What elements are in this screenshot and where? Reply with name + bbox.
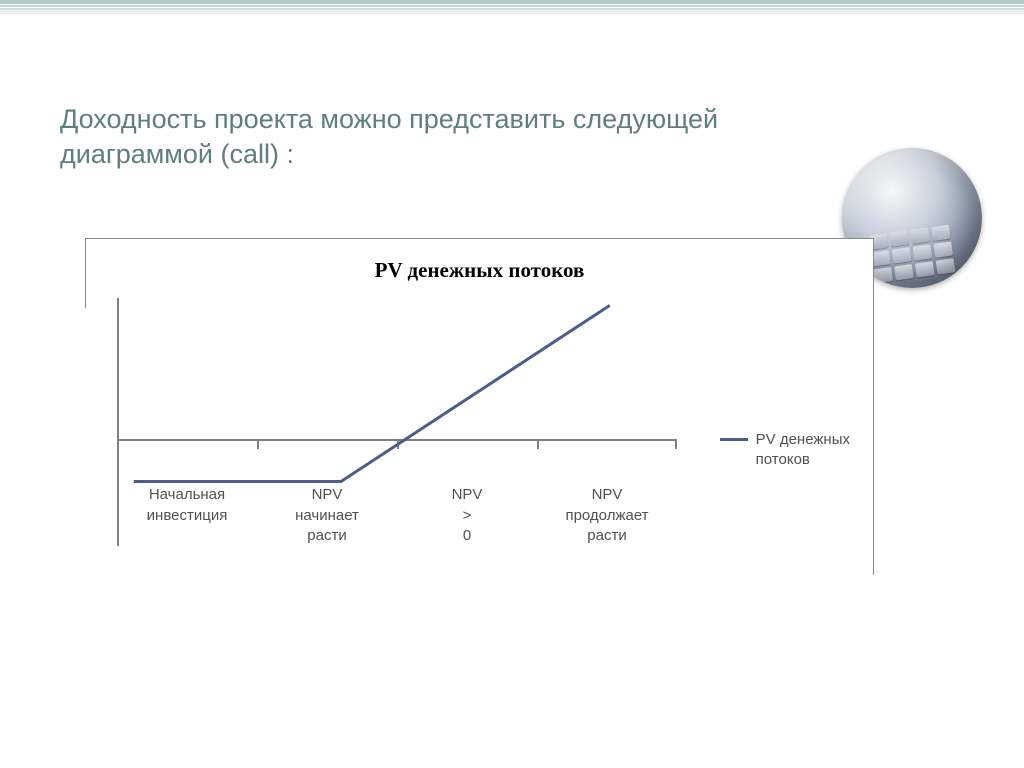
x-label-2: NPV>0: [397, 485, 537, 546]
x-label-0: Начальнаяинвестиция: [117, 485, 257, 546]
chart-container: PV денежных потоков Начальнаяинвестиция …: [85, 238, 874, 575]
x-axis-labels: Начальнаяинвестиция NPVначинаетрасти NPV…: [117, 485, 677, 546]
chart-title: PV денежных потоков: [375, 258, 585, 283]
x-label-3: NPVпродолжаетрасти: [537, 485, 677, 546]
x-label-1: NPVначинаетрасти: [257, 485, 397, 546]
legend-label: PV денежныхпотоков: [756, 430, 850, 471]
decorative-top-stripes: [0, 0, 1024, 18]
plot-area: Начальнаяинвестиция NPVначинаетрасти NPV…: [117, 298, 677, 546]
chart-legend: PV денежныхпотоков: [720, 430, 850, 471]
slide-title: Доходность проекта можно представить сле…: [60, 102, 780, 172]
legend-swatch: [720, 438, 748, 441]
